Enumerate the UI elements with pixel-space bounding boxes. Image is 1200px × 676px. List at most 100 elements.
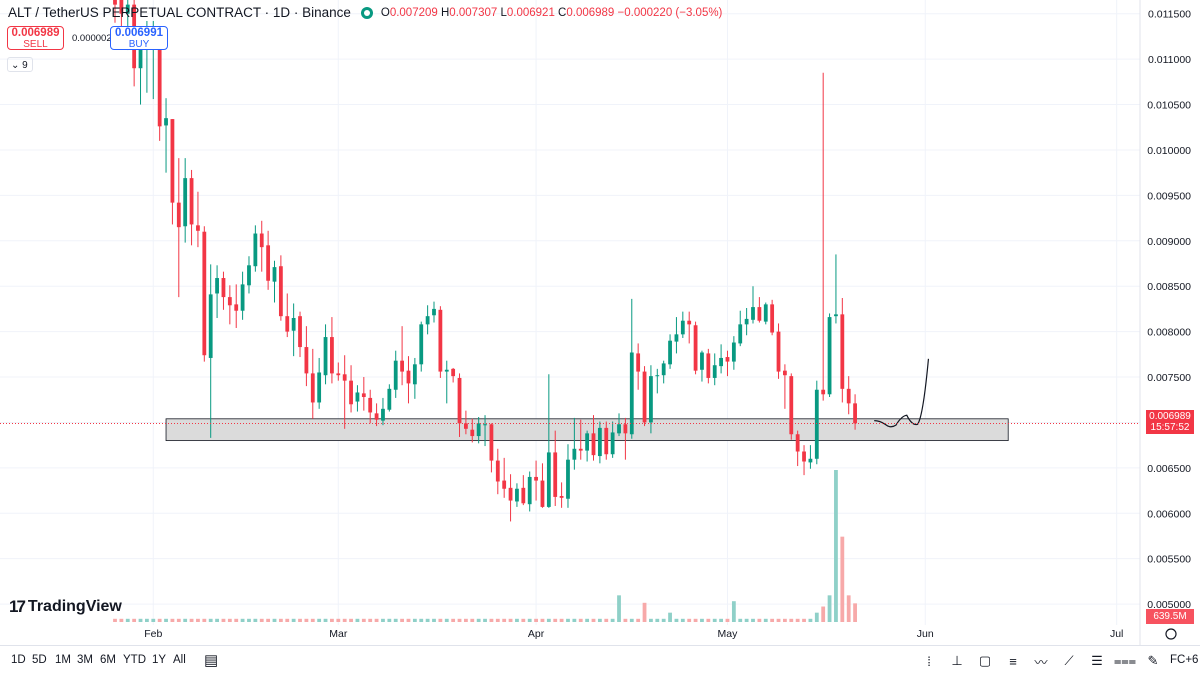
volume-bar xyxy=(368,618,373,622)
market-status-icon xyxy=(360,6,373,19)
low-value: 0.006921 xyxy=(506,6,555,19)
volume-bar xyxy=(795,618,800,622)
volume-bar xyxy=(208,618,213,622)
candle-body xyxy=(521,487,526,504)
volume-bar xyxy=(323,618,328,622)
change-value: −0.000220 (−3.05%) xyxy=(617,6,723,19)
volume-bar xyxy=(227,618,232,622)
timeframe-6m[interactable]: 6M xyxy=(100,654,116,666)
path-icon[interactable]: 〰 xyxy=(1034,654,1048,670)
volume-bar xyxy=(744,618,749,622)
timeframe-3m[interactable]: 3M xyxy=(77,654,93,666)
volume-bar xyxy=(432,618,436,622)
tradingview-logo[interactable]: 17 TradingView xyxy=(9,597,122,617)
pitchfork-icon[interactable]: ⩶ xyxy=(1113,653,1137,668)
volume-bar xyxy=(655,618,660,622)
fib-icon[interactable]: ☰ xyxy=(1091,653,1103,668)
candle-body xyxy=(572,448,577,460)
volume-bar xyxy=(349,618,353,622)
timezone[interactable]: FC+6 xyxy=(1170,654,1199,666)
tradingview-icon: 17 xyxy=(9,597,26,616)
volume-bar xyxy=(342,618,347,622)
volume-bar xyxy=(221,618,226,622)
candle-body xyxy=(610,432,615,455)
sell-button[interactable]: 0.006989 SELL xyxy=(7,26,64,50)
parallel-lines-icon[interactable]: ≡ xyxy=(1009,653,1017,669)
settings-gear-icon[interactable] xyxy=(1165,628,1177,640)
candle-body xyxy=(821,389,826,395)
candle-body xyxy=(215,278,219,294)
volume-bar xyxy=(176,618,181,622)
candle-body xyxy=(770,304,775,333)
price-tick-label: 0.008000 xyxy=(1147,327,1191,339)
volume-bar xyxy=(240,618,245,622)
volume-bar xyxy=(425,618,430,622)
vertical-line-icon[interactable]: ⊥ xyxy=(951,653,963,668)
candle-body xyxy=(227,297,232,306)
timeframe-1y[interactable]: 1Y xyxy=(152,654,167,666)
bottom-toolbar: 1D 5D 1M 3M 6M YTD 1Y All ▤ ⁞ ⊥ ▢ ≡ 〰 ⟋ … xyxy=(0,645,1200,676)
volume-bar xyxy=(527,618,532,622)
volume-bar xyxy=(585,618,590,622)
candle-body xyxy=(495,460,500,482)
volume-bar xyxy=(374,618,379,622)
price-tick-label: 0.008500 xyxy=(1147,281,1191,293)
volume-bar xyxy=(540,618,545,622)
time-tick-apr: Apr xyxy=(528,628,545,640)
volume-bar xyxy=(138,618,143,622)
time-axis[interactable]: Feb Mar Apr May Jun Jul xyxy=(0,625,1177,640)
candle-body xyxy=(393,360,398,390)
volume-bar xyxy=(444,618,449,622)
symbol-title[interactable]: ALT / TetherUS PERPETUAL CONTRACT · 1D ·… xyxy=(8,5,351,20)
candle-body xyxy=(336,373,341,376)
volume-bar xyxy=(674,618,679,622)
volume-bar xyxy=(553,618,558,622)
candle-body xyxy=(349,380,353,405)
trendline-icon[interactable]: ⟋ xyxy=(1064,653,1074,668)
volume-bar xyxy=(712,618,717,622)
volume-bar xyxy=(476,618,481,622)
rectangle-icon[interactable]: ▢ xyxy=(978,653,992,668)
candle-body xyxy=(623,424,628,434)
time-tick-jul: Jul xyxy=(1110,628,1123,640)
indicators-toggle[interactable]: ⌄ 9 xyxy=(7,57,33,72)
timeframe-1m[interactable]: 1M xyxy=(55,654,71,666)
candle-body xyxy=(272,267,277,282)
candle-body xyxy=(304,347,309,374)
price-tick-label: 0.009000 xyxy=(1147,236,1191,248)
timeframe-all[interactable]: All xyxy=(173,654,186,666)
candle-body xyxy=(368,397,373,413)
drag-handle-icon[interactable]: ⁞ xyxy=(927,653,931,669)
candle-body xyxy=(738,324,743,344)
timeframe-5d[interactable]: 5D xyxy=(32,654,47,666)
timeframe-ytd[interactable]: YTD xyxy=(123,654,146,666)
volume-bar xyxy=(393,618,398,622)
time-tick-jun: Jun xyxy=(917,628,934,640)
volume-bar xyxy=(113,618,117,622)
timeframe-1d[interactable]: 1D xyxy=(11,654,26,666)
candle-body xyxy=(298,316,302,348)
buy-button[interactable]: 0.006991 BUY xyxy=(110,26,168,50)
calendar-range-icon[interactable]: ▤ xyxy=(204,652,219,669)
candle-body xyxy=(636,353,641,372)
candle-body xyxy=(425,316,430,325)
price-axis[interactable]: 0.0050000.0055000.0060000.0065000.007000… xyxy=(1139,0,1191,645)
volume-bar xyxy=(272,618,277,622)
candle-body xyxy=(451,368,456,377)
price-chart[interactable]: 0.0050000.0055000.0060000.0065000.007000… xyxy=(0,0,1200,645)
price-tick-label: 0.011000 xyxy=(1148,54,1191,66)
volume-bar xyxy=(802,618,806,622)
volume-bar xyxy=(821,606,826,622)
spread-value: 0.000002 xyxy=(72,33,112,44)
volume-bar xyxy=(483,618,487,622)
price-tick-label: 0.010500 xyxy=(1147,100,1191,112)
time-tick-feb: Feb xyxy=(144,628,162,640)
candle-body xyxy=(400,360,404,372)
candle-body xyxy=(706,353,711,378)
projection-path[interactable] xyxy=(874,358,930,428)
candle-body xyxy=(604,427,609,455)
volume-bar xyxy=(151,618,156,622)
brush-icon[interactable]: ✎ xyxy=(1147,653,1159,668)
candle-body xyxy=(597,427,602,457)
candle-body xyxy=(196,225,200,231)
